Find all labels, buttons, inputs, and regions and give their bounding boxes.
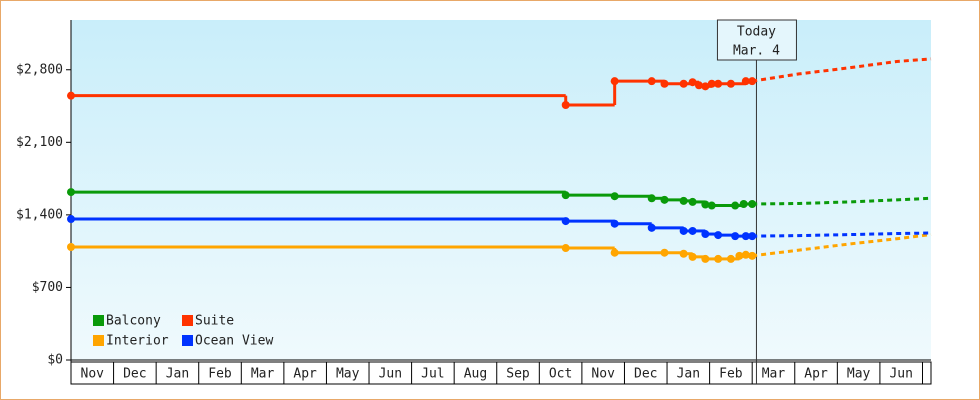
today-box (716, 19, 797, 61)
price-point (726, 79, 735, 88)
x-tick-label: Jun (379, 367, 402, 382)
price-point (647, 223, 656, 232)
legend-label: Interior (106, 334, 169, 349)
price-point (731, 201, 740, 210)
price-point (701, 200, 710, 209)
price-point (610, 77, 619, 86)
price-point (714, 231, 723, 240)
x-tick-label: Nov (591, 367, 615, 382)
price-point (739, 199, 748, 208)
price-point (726, 254, 735, 263)
price-point (660, 195, 669, 204)
price-point (67, 243, 75, 252)
legend-label: Suite (195, 314, 234, 329)
x-tick-label: Feb (208, 367, 232, 382)
x-tick-label: Aug (464, 367, 487, 382)
price-point (561, 191, 570, 200)
price-point (701, 230, 710, 239)
forecast-line (752, 196, 932, 206)
y-tick-label: $2,100 (16, 135, 63, 150)
x-tick-label: Mar (251, 367, 275, 382)
price-point (741, 250, 750, 259)
price-point (688, 252, 697, 261)
price-point (707, 79, 716, 88)
x-tick-label: Apr (804, 367, 828, 382)
price-point (679, 249, 688, 258)
price-point (679, 226, 688, 235)
price-point (660, 79, 669, 88)
forecast-line (751, 57, 932, 83)
y-tick-label: $0 (47, 353, 63, 368)
price-point (67, 91, 75, 100)
legend-swatch (93, 335, 104, 346)
price-point (701, 82, 710, 91)
price-point (660, 248, 669, 257)
price-point (694, 81, 703, 90)
legend-swatch (182, 315, 193, 326)
price-point (561, 101, 570, 109)
legend-swatch (93, 315, 104, 326)
x-axis-band (70, 361, 932, 385)
price-point (561, 244, 570, 253)
x-tick-label: Jan (677, 367, 700, 382)
price-point (610, 192, 619, 201)
price-point (741, 232, 750, 241)
legend-swatch (182, 335, 193, 346)
x-tick-label: Jul (421, 367, 444, 382)
x-tick-label: May (847, 367, 871, 382)
price-point (610, 219, 619, 228)
y-tick-label: $2,800 (16, 62, 63, 77)
legend-label: Ocean View (195, 334, 273, 349)
x-tick-label: Jun (889, 367, 912, 382)
today-label: Mar. 4 (733, 44, 780, 59)
price-point (647, 194, 656, 203)
y-tick-label: $1,400 (16, 207, 63, 222)
x-tick-label: Dec (634, 367, 657, 382)
legend-label: Balcony (106, 314, 161, 329)
x-tick-label: May (336, 367, 360, 382)
price-point (701, 254, 710, 263)
price-point (610, 248, 619, 257)
price-point (714, 254, 723, 263)
x-tick-label: Feb (719, 367, 743, 382)
price-point (561, 217, 570, 226)
x-tick-label: Sep (506, 367, 530, 382)
x-tick-label: Jan (166, 367, 189, 382)
price-point (679, 79, 688, 88)
x-tick-label: Mar (762, 367, 786, 382)
price-point (731, 232, 740, 241)
price-point (688, 197, 697, 206)
x-tick-label: Oct (549, 367, 572, 382)
price-point (679, 196, 688, 205)
price-point (714, 79, 723, 88)
price-point (748, 251, 757, 260)
price-point (67, 215, 75, 224)
today-label: Today (737, 25, 776, 40)
x-tick-label: Apr (293, 367, 317, 382)
plot-area (71, 20, 931, 360)
price-point (707, 201, 716, 210)
price-point (688, 78, 697, 87)
x-tick-label: Nov (81, 367, 105, 382)
price-point (67, 188, 75, 197)
x-tick-label: Dec (123, 367, 146, 382)
y-tick-label: $700 (32, 280, 63, 295)
forecast-line (752, 233, 932, 258)
price-point (735, 251, 744, 260)
price-point (741, 77, 750, 86)
price-point (647, 77, 656, 86)
price-point (688, 226, 697, 235)
forecast-line (752, 231, 932, 238)
